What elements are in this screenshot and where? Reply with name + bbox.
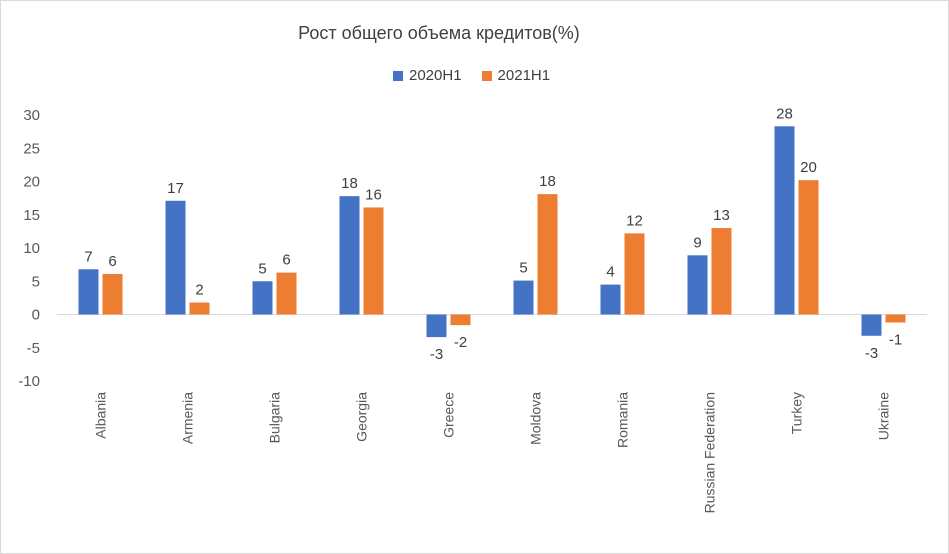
data-label: 6 <box>282 252 290 269</box>
y-tick-label: -10 <box>18 373 40 390</box>
bar-2021h1 <box>102 273 123 315</box>
bar-2020h1 <box>339 196 360 315</box>
data-label: 18 <box>341 175 358 192</box>
chart-title: Рост общего объема кредитов(%) <box>298 23 580 43</box>
bar-2020h1 <box>513 280 534 315</box>
bar-2021h1 <box>189 302 210 315</box>
bar-2020h1 <box>600 284 621 315</box>
data-label: -1 <box>889 331 902 348</box>
chart-legend: 2020H1 2021H1 <box>393 67 550 84</box>
x-tick-label: Moldova <box>528 392 544 445</box>
data-label: 18 <box>539 173 556 190</box>
bar-2020h1 <box>78 269 99 315</box>
y-tick-label: 15 <box>23 207 40 224</box>
x-tick-label: Bulgaria <box>267 392 283 444</box>
data-label: 5 <box>258 260 266 277</box>
data-label: 2 <box>195 282 203 299</box>
bar-2021h1 <box>885 314 906 323</box>
y-tick-label: 10 <box>23 240 40 257</box>
bar-2021h1 <box>537 194 558 315</box>
bar-2021h1 <box>363 207 384 315</box>
data-label: -2 <box>454 334 467 351</box>
legend-label-2021h1: 2021H1 <box>497 67 551 84</box>
data-label: 6 <box>108 253 116 270</box>
data-label: 28 <box>776 105 793 122</box>
bar-2021h1 <box>711 228 732 315</box>
x-tick-label: Ukraine <box>876 392 892 440</box>
y-tick-label: 5 <box>32 273 40 290</box>
x-tick-label: Georgia <box>354 392 370 442</box>
legend-label-2020h1: 2020H1 <box>409 67 462 84</box>
y-tick-label: 20 <box>23 174 40 191</box>
bar-2020h1 <box>426 314 447 338</box>
legend-item-2020h1: 2020H1 <box>393 67 462 84</box>
data-label: -3 <box>430 346 443 363</box>
x-tick-label: Greece <box>441 392 457 438</box>
y-tick-label: 25 <box>23 140 40 157</box>
bar-2021h1 <box>624 233 645 315</box>
data-label: 5 <box>519 260 527 277</box>
bar-2020h1 <box>687 255 708 315</box>
x-tick-label: Albania <box>93 392 109 439</box>
bar-2020h1 <box>165 200 186 315</box>
bar-2020h1 <box>252 281 273 315</box>
x-tick-label: Armenia <box>180 392 196 444</box>
data-label: 13 <box>713 207 730 224</box>
x-tick-label: Turkey <box>789 392 805 434</box>
data-label: 16 <box>365 186 382 203</box>
data-label: -3 <box>865 345 878 362</box>
bar-2021h1 <box>798 180 819 315</box>
data-label: 12 <box>626 212 643 229</box>
x-tick-label: Russian Federation <box>702 392 718 513</box>
bar-2021h1 <box>450 314 471 326</box>
legend-swatch-2021h1 <box>481 70 492 81</box>
y-tick-label: 30 <box>23 107 40 124</box>
data-label: 20 <box>800 159 817 176</box>
y-tick-label: -5 <box>27 340 40 357</box>
data-label: 17 <box>167 180 184 197</box>
legend-item-2021h1: 2021H1 <box>481 67 551 84</box>
bar-2020h1 <box>861 314 882 336</box>
data-label: 7 <box>84 248 92 265</box>
legend-swatch-2020h1 <box>393 70 403 81</box>
x-tick-label: Romania <box>615 392 631 448</box>
bar-2021h1 <box>276 272 297 315</box>
y-tick-label: 0 <box>32 307 40 324</box>
data-label: 9 <box>693 234 701 251</box>
bar-2020h1 <box>774 126 795 315</box>
data-label: 4 <box>606 264 614 281</box>
